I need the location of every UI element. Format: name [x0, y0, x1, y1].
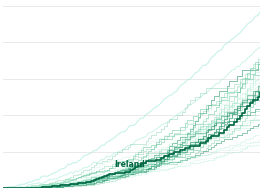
- Text: Ireland: Ireland: [115, 160, 145, 169]
